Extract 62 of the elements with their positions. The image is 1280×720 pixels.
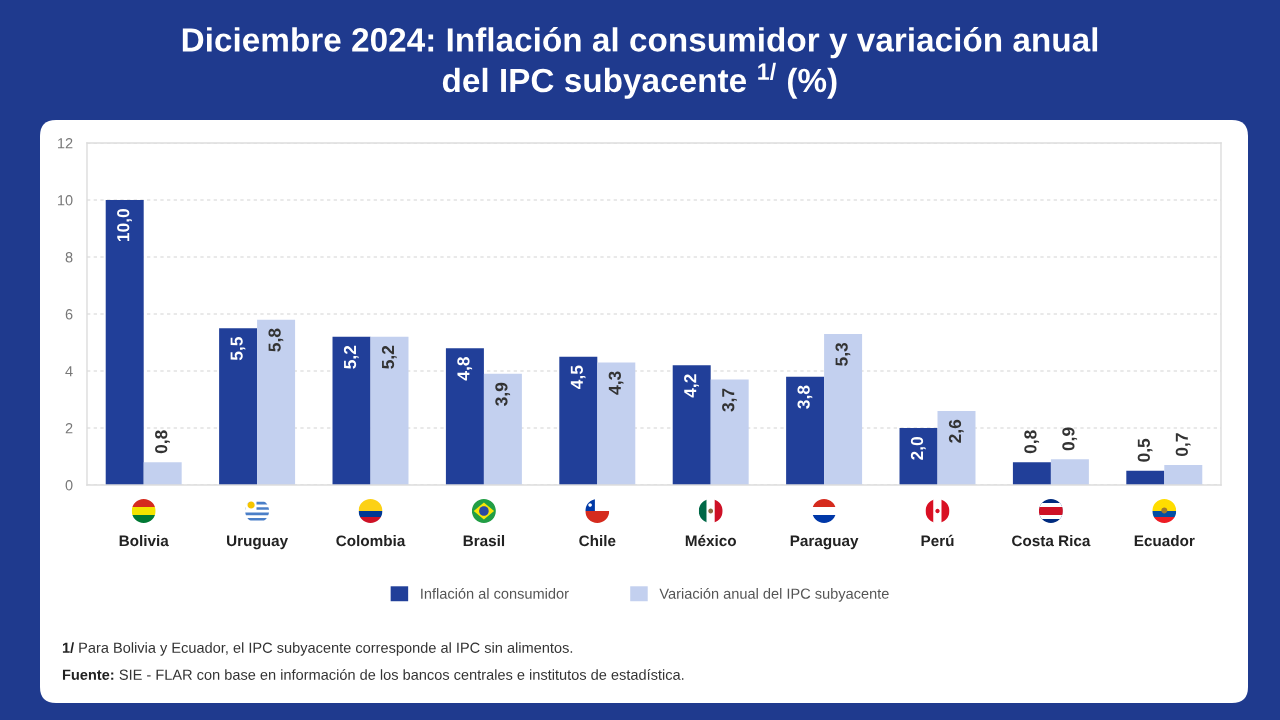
bar <box>597 362 636 485</box>
data-label: 3,7 <box>722 388 737 412</box>
x-tick-label: Ecuador <box>1134 535 1195 547</box>
x-tick-label: Uruguay <box>227 535 288 550</box>
y-tick-label: 4 <box>65 366 73 377</box>
bar <box>786 376 825 485</box>
x-tick-label: Chile <box>579 535 616 547</box>
x-tick-label: Brasil <box>463 535 505 547</box>
bar <box>332 336 371 485</box>
x-tick-label: Paraguay <box>790 535 859 550</box>
x-tick-label: Bolivia <box>119 535 169 547</box>
source-note: Fuente: SIE - FLAR con base en información de los bancos centrales e institutos de estadística. <box>62 669 684 680</box>
bar <box>1164 465 1203 485</box>
bar <box>937 410 976 485</box>
data-label: 0,5 <box>1137 438 1153 462</box>
data-label: 5,5 <box>230 337 246 361</box>
bar <box>1050 459 1089 485</box>
legend-label: Inflación al consumidor <box>421 587 569 599</box>
bar <box>1012 462 1051 485</box>
data-label: 4,2 <box>684 374 699 398</box>
bar <box>105 200 144 485</box>
text: 1/ Para Bolivia y Ecuador, el IPC subyacente corresponde al IPC sin alimentos. <box>62 642 573 656</box>
chart-title: Diciembre 2024: Inflación al consumidor y variación anual del IPC subyacente $^{1/}$ (%) <box>182 26 1098 99</box>
data-label: 4,5 <box>570 365 586 389</box>
bar <box>483 373 522 485</box>
data-label: 3,9 <box>495 382 511 406</box>
y-tick-label: 0 <box>65 480 73 491</box>
bar <box>1126 470 1165 485</box>
bar <box>672 365 711 485</box>
data-label: 5,3 <box>835 342 851 366</box>
data-label: 2,6 <box>948 419 964 443</box>
x-tick-label: Costa Rica <box>1012 535 1091 547</box>
y-tick-label: 12 <box>58 138 73 149</box>
legend-label: Variación anual del IPC subyacente <box>659 587 889 602</box>
y-tick-label: 10 <box>58 195 73 206</box>
data-label: 0,7 <box>1175 433 1191 457</box>
bar <box>824 333 863 485</box>
data-label: 5,2 <box>343 345 359 369</box>
x-tick-label: Colombia <box>336 535 406 547</box>
bar <box>257 319 296 485</box>
data-label: 4,8 <box>457 357 473 381</box>
x-tick-label: Perú <box>921 534 954 547</box>
data-label: 5,2 <box>381 345 397 369</box>
data-label: 5,8 <box>268 328 284 352</box>
y-tick-label: 2 <box>65 423 73 434</box>
data-label: 0,9 <box>1062 427 1078 451</box>
data-label: 0,8 <box>155 430 170 454</box>
data-label: 0,8 <box>1024 430 1040 454</box>
bar <box>710 379 749 485</box>
bar <box>219 328 258 485</box>
bar <box>899 428 938 485</box>
data-label: 3,8 <box>797 385 813 409</box>
y-tick-label: 6 <box>65 309 73 320</box>
bar <box>370 336 409 485</box>
data-label: 4,3 <box>608 371 624 395</box>
data-label: 10,0 <box>117 209 132 242</box>
bar <box>143 462 182 485</box>
bar <box>445 348 484 485</box>
data-label: 2,0 <box>910 437 926 460</box>
bar <box>559 356 598 485</box>
y-tick-label: 8 <box>65 252 73 263</box>
x-tick-label: México <box>685 534 736 547</box>
